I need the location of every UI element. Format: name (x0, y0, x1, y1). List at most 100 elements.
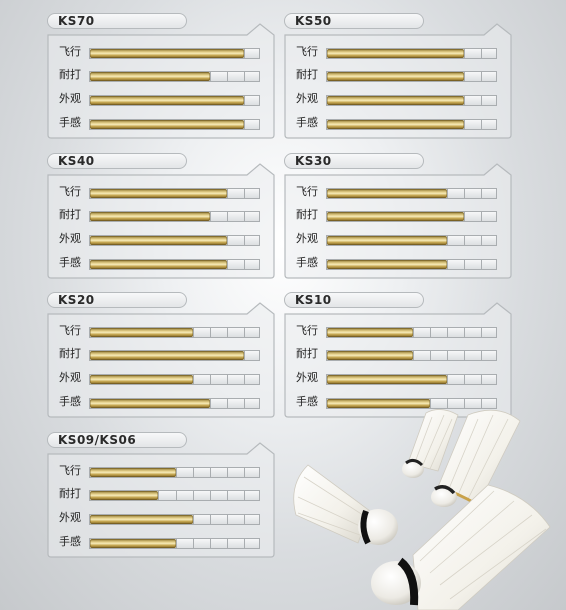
rating-cell-divider (209, 515, 211, 524)
rating-bar-fill (327, 212, 464, 221)
rating-cell-divider (226, 491, 228, 500)
rating-cell-divider (209, 328, 211, 337)
rating-bar-fill (90, 96, 244, 105)
rating-bar-track (89, 350, 260, 361)
rating-row: 手感 (59, 535, 271, 549)
model-name: KS09/KS06 (58, 433, 137, 447)
rating-cell-divider (209, 212, 211, 221)
metric-label: 耐打 (296, 208, 318, 221)
rating-cell-divider (209, 491, 211, 500)
rating-bar-fill (90, 120, 244, 129)
rating-cell-divider (463, 328, 465, 337)
rating-bar-track (89, 71, 260, 82)
metric-label: 耐打 (59, 487, 81, 500)
rating-bar-fill (90, 351, 244, 360)
rating-cell-divider (243, 328, 245, 337)
model-name-tab: KS30 (284, 153, 424, 169)
rating-cell-divider (446, 260, 448, 269)
rating-cell-divider (175, 468, 177, 477)
rating-cell-divider (243, 49, 245, 58)
rating-row: 手感 (59, 116, 271, 130)
rating-cell-divider (480, 189, 482, 198)
metric-label: 耐打 (296, 347, 318, 360)
model-name-tab: KS09/KS06 (47, 432, 187, 448)
rating-row: 飞行 (296, 185, 508, 199)
rating-cell-divider (226, 189, 228, 198)
rating-row: 耐打 (296, 347, 508, 361)
rating-bar-track (89, 514, 260, 525)
metric-label: 手感 (296, 256, 318, 269)
rating-cell-divider (412, 328, 414, 337)
rating-cell-divider (446, 189, 448, 198)
rating-cell-divider (226, 515, 228, 524)
rating-bar-track (89, 211, 260, 222)
rating-cell-divider (480, 260, 482, 269)
rating-cell-divider (243, 491, 245, 500)
rating-bar-track (89, 235, 260, 246)
rating-cell-divider (412, 351, 414, 360)
rating-bar-track (89, 48, 260, 59)
rating-cell-divider (192, 515, 194, 524)
model-name-tab: KS50 (284, 13, 424, 29)
rating-cell-divider (463, 49, 465, 58)
rating-bar-fill (90, 468, 176, 477)
rating-row: 外观 (59, 371, 271, 385)
rating-cell-divider (243, 468, 245, 477)
rating-cell-divider (175, 539, 177, 548)
rating-cell-divider (480, 49, 482, 58)
rating-row: 手感 (296, 116, 508, 130)
rating-row: 外观 (296, 92, 508, 106)
rating-bar-track (89, 188, 260, 199)
rating-bar-fill (90, 539, 176, 548)
rating-row: 耐打 (296, 208, 508, 222)
rating-bar-track (89, 259, 260, 270)
rating-cell-divider (446, 351, 448, 360)
rating-row: 飞行 (59, 45, 271, 59)
rating-bar-track (326, 350, 497, 361)
rating-bar-fill (90, 72, 210, 81)
rating-bar-fill (327, 120, 464, 129)
rating-cell-divider (243, 399, 245, 408)
rating-card: KS10 飞行 耐打 外观 手感 (284, 292, 514, 418)
rating-bar-track (326, 95, 497, 106)
rating-row: 外观 (59, 232, 271, 246)
rating-bar-fill (327, 72, 464, 81)
rating-cell-divider (463, 189, 465, 198)
rating-cell-divider (175, 491, 177, 500)
rating-cell-divider (243, 72, 245, 81)
rating-cell-divider (463, 375, 465, 384)
metric-label: 耐打 (59, 68, 81, 81)
rating-row: 耐打 (296, 68, 508, 82)
metric-label: 手感 (59, 256, 81, 269)
metric-label: 手感 (59, 116, 81, 129)
rating-bar-fill (90, 260, 227, 269)
rating-row: 飞行 (59, 185, 271, 199)
model-name-tab: KS40 (47, 153, 187, 169)
rating-bar-fill (327, 96, 464, 105)
rating-row: 手感 (296, 395, 508, 409)
rating-cell-divider (209, 399, 211, 408)
rating-bar-track (326, 374, 497, 385)
rating-row: 飞行 (296, 45, 508, 59)
rating-cell-divider (209, 375, 211, 384)
rating-row: 外观 (296, 232, 508, 246)
model-name: KS30 (295, 154, 332, 168)
rating-bar-track (326, 48, 497, 59)
model-name-tab: KS10 (284, 292, 424, 308)
rating-bar-track (89, 398, 260, 409)
rating-cell-divider (429, 399, 431, 408)
rating-cell-divider (480, 72, 482, 81)
shuttlecock-left (293, 464, 398, 545)
rating-cell-divider (446, 399, 448, 408)
metric-label: 外观 (296, 92, 318, 105)
metric-label: 外观 (296, 371, 318, 384)
rating-bar-fill (90, 328, 193, 337)
rating-cell-divider (243, 120, 245, 129)
rating-bar-track (326, 211, 497, 222)
metric-label: 飞行 (59, 185, 81, 198)
model-name: KS20 (58, 293, 95, 307)
rating-cell-divider (192, 468, 194, 477)
metric-label: 手感 (59, 535, 81, 548)
rating-bar-fill (90, 212, 210, 221)
rating-bar-fill (90, 49, 244, 58)
